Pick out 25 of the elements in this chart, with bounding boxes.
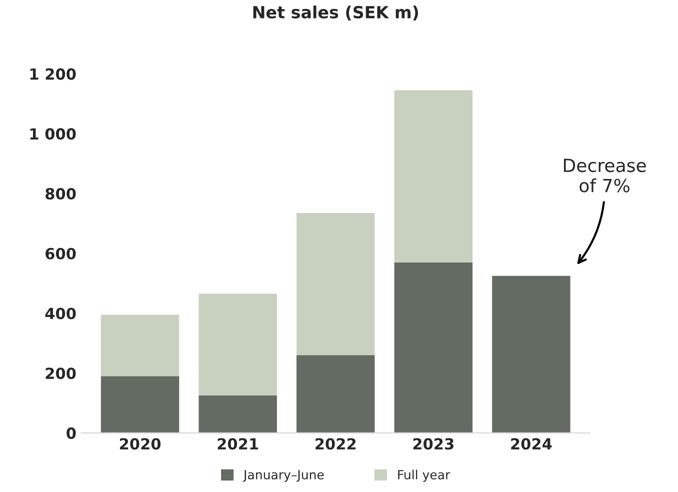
x-tick-label: 2024 [511,438,552,450]
y-tick-label: 1 000 [30,128,76,140]
chart-title: Net sales (SEK m) [253,6,418,20]
bar [394,262,473,433]
y-tick-label: 800 [46,188,76,200]
annotation: Decrease of 7% [564,158,646,192]
bar [296,212,375,356]
x-tick-label: 2020 [120,438,161,450]
y-tick-label: 1 200 [30,68,76,80]
x-tick-label: 2021 [218,438,258,450]
legend-label: January–June [242,470,324,482]
legend-label: Full year [398,470,450,482]
bar [100,376,180,433]
y-tick-label: 600 [46,248,76,260]
bar [394,90,473,262]
bar [100,314,180,376]
bar [198,294,277,396]
y-tick-label: 400 [45,308,76,320]
x-tick-label: 2022 [316,438,356,450]
bar [492,276,570,433]
x-tick-label: 2023 [413,438,454,450]
y-tick-label: 200 [46,368,76,380]
bar [296,355,375,433]
y-tick-label: 0 [66,427,76,439]
bar [198,396,277,433]
